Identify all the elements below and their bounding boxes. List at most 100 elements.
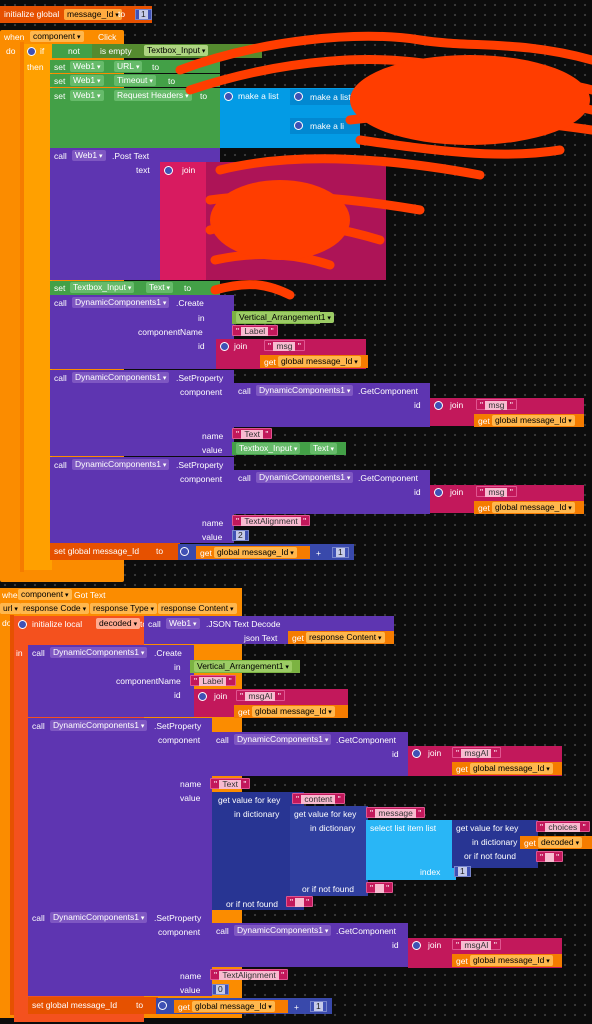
gear-icon[interactable] <box>294 92 303 101</box>
set-textbox-text-block[interactable]: set Textbox_Input Text to <box>50 281 220 295</box>
global-msg-dropdown[interactable]: global message_Id <box>470 763 553 774</box>
textbox-input-dropdown[interactable]: Textbox_Input <box>236 443 301 454</box>
global-init-block[interactable]: initialize global message_Id to 1 <box>0 6 152 23</box>
dyn-dropdown[interactable]: DynamicComponents1 <box>72 459 170 470</box>
dyn-getcomponent-block-4[interactable]: call DynamicComponents1 .GetComponent id <box>212 923 408 967</box>
empty-string[interactable]: " " <box>536 851 564 862</box>
textalign-string[interactable]: " TextAlignment " <box>210 969 289 980</box>
web1-dropdown[interactable]: Web1 <box>70 75 104 86</box>
content-string[interactable]: " content " <box>292 793 345 804</box>
dyn-dropdown[interactable]: DynamicComponents1 <box>50 720 148 731</box>
dyn-dropdown[interactable]: DynamicComponents1 <box>72 297 170 308</box>
textalign-string[interactable]: " TextAlignment " <box>232 515 311 526</box>
get-global-msg-id[interactable]: get global message_Id <box>474 501 584 514</box>
text-string[interactable]: " Text " <box>210 778 251 789</box>
get-value-for-key-block-2[interactable]: get value for key in dictionary or if no… <box>290 806 368 896</box>
timeout-prop-dropdown[interactable]: Timeout <box>114 75 156 86</box>
arrangement-dropdown[interactable]: Vertical_Arrangement1 <box>236 312 334 323</box>
dyn-setproperty-block-2[interactable]: call DynamicComponents1 .SetProperty com… <box>50 457 234 543</box>
response-content-dropdown[interactable]: response Content <box>306 632 385 643</box>
gear-icon[interactable] <box>220 342 229 351</box>
label-string[interactable]: " Label " <box>232 325 278 336</box>
param-url[interactable]: url <box>0 603 21 614</box>
dyn-dropdown[interactable]: DynamicComponents1 <box>50 912 148 923</box>
dyn-setproperty-block-4[interactable]: call DynamicComponents1 .SetProperty com… <box>28 910 212 996</box>
gear-icon[interactable] <box>27 47 36 56</box>
label-string[interactable]: " Label " <box>190 675 236 686</box>
arrangement-dropdown[interactable]: Vertical_Arrangement1 <box>194 661 292 672</box>
gear-icon[interactable] <box>180 547 189 556</box>
headers-prop-dropdown[interactable]: Request Headers <box>114 90 192 101</box>
url-prop-dropdown[interactable]: URL <box>114 61 143 72</box>
dyn-dropdown[interactable]: DynamicComponents1 <box>72 372 170 383</box>
get-global-msg-id[interactable]: get global message_Id <box>452 762 562 775</box>
gear-icon[interactable] <box>198 692 207 701</box>
param-response-type[interactable]: response Type <box>90 603 158 614</box>
msg-string[interactable]: " msg " <box>264 340 305 351</box>
dyn-create-block-2[interactable]: call DynamicComponents1 .Create in compo… <box>28 645 194 717</box>
gear-icon[interactable] <box>18 620 27 629</box>
web1-dropdown[interactable]: Web1 <box>166 618 200 629</box>
global-var-name[interactable]: message_Id <box>64 9 122 20</box>
dyn-getcomponent-block-1[interactable]: call DynamicComponents1 .GetComponent id <box>234 383 430 427</box>
get-global-msg-id[interactable]: get global message_Id <box>234 705 348 718</box>
number-zero[interactable]: 0 <box>212 984 229 995</box>
msg-string[interactable]: " msg " <box>476 486 517 497</box>
number-two[interactable]: 2 <box>232 530 249 541</box>
button-send-dropdown[interactable]: component <box>30 31 84 42</box>
text-prop-dropdown[interactable]: Text <box>310 443 338 454</box>
web1-dropdown[interactable]: Web1 <box>70 90 104 101</box>
global-msg-dropdown[interactable]: global message_Id <box>192 1001 275 1012</box>
global-msg-dropdown[interactable]: global message_Id <box>252 706 335 717</box>
get-response-content[interactable]: get response Content <box>288 631 394 644</box>
param-response-content[interactable]: response Content <box>158 603 237 614</box>
decoded-var[interactable]: decoded <box>96 618 141 629</box>
dyn-setproperty-block-1[interactable]: call DynamicComponents1 .SetProperty com… <box>50 370 234 456</box>
set-web1-timeout-block[interactable]: set Web1 Timeout to <box>50 74 220 87</box>
gear-icon[interactable] <box>224 92 233 101</box>
msg-string[interactable]: " msg " <box>476 399 517 410</box>
get-global-msg-id[interactable]: get global message_Id <box>474 414 584 427</box>
arrangement-getter[interactable]: Vertical_Arrangement1 <box>190 660 300 673</box>
set-web1-headers-block[interactable]: set Web1 Request Headers to <box>50 88 222 148</box>
gear-icon[interactable] <box>294 121 303 130</box>
text-string[interactable]: " Text " <box>232 428 273 439</box>
number-one[interactable]: 1 <box>332 547 349 558</box>
choices-string[interactable]: " choices " <box>536 821 590 832</box>
web1-dropdown[interactable]: Web1 <box>70 61 104 72</box>
get-decoded[interactable]: get decoded <box>520 836 592 849</box>
dyn-dropdown[interactable]: DynamicComponents1 <box>256 385 354 396</box>
if-block[interactable]: if then <box>24 44 52 570</box>
get-global-msg-id[interactable]: get global message_Id <box>260 355 368 368</box>
gear-icon[interactable] <box>412 749 421 758</box>
global-msg-dropdown[interactable]: global message_Id <box>214 547 297 558</box>
global-msg-dropdown[interactable]: global message_Id <box>492 415 575 426</box>
text-prop-dropdown[interactable]: Text <box>146 282 174 293</box>
web1-dropdown[interactable]: component <box>18 589 72 600</box>
decoded-dropdown[interactable]: decoded <box>538 837 583 848</box>
empty-string[interactable]: " " <box>366 882 394 893</box>
dyn-getcomponent-block-3[interactable]: call DynamicComponents1 .GetComponent id <box>212 732 408 776</box>
global-msg-dropdown[interactable]: global message_Id <box>470 955 553 966</box>
textbox-input-dropdown[interactable]: Textbox_Input <box>70 282 135 293</box>
textbox-text-getter[interactable]: Textbox_Input Text <box>232 442 346 455</box>
gear-icon[interactable] <box>158 1001 167 1010</box>
global-init-value[interactable]: 1 <box>135 9 152 20</box>
textbox-input-getter[interactable]: Textbox_Input <box>144 45 209 56</box>
join-block[interactable]: join <box>160 162 210 280</box>
make-a-list-inner-block-2[interactable]: make a li <box>290 118 360 134</box>
web1-dropdown[interactable]: Web1 <box>72 150 106 161</box>
msgai-string[interactable]: " msgAI " <box>452 747 501 758</box>
empty-string[interactable]: " " <box>286 896 314 907</box>
param-response-code[interactable]: response Code <box>20 603 90 614</box>
gear-icon[interactable] <box>434 488 443 497</box>
set-global-msg-block[interactable]: set global message_Id to <box>50 543 180 560</box>
dyn-dropdown[interactable]: DynamicComponents1 <box>256 472 354 483</box>
dyn-dropdown[interactable]: DynamicComponents1 <box>50 647 148 658</box>
msgai-string[interactable]: " msgAI " <box>452 939 501 950</box>
dyn-dropdown[interactable]: DynamicComponents1 <box>234 734 332 745</box>
arrangement-getter[interactable]: Vertical_Arrangement1 <box>232 311 334 324</box>
dyn-create-block[interactable]: call DynamicComponents1 .Create in compo… <box>50 295 234 369</box>
get-global-msg-id[interactable]: get global message_Id <box>174 1000 288 1013</box>
global-msg-dropdown[interactable]: global message_Id <box>492 502 575 513</box>
